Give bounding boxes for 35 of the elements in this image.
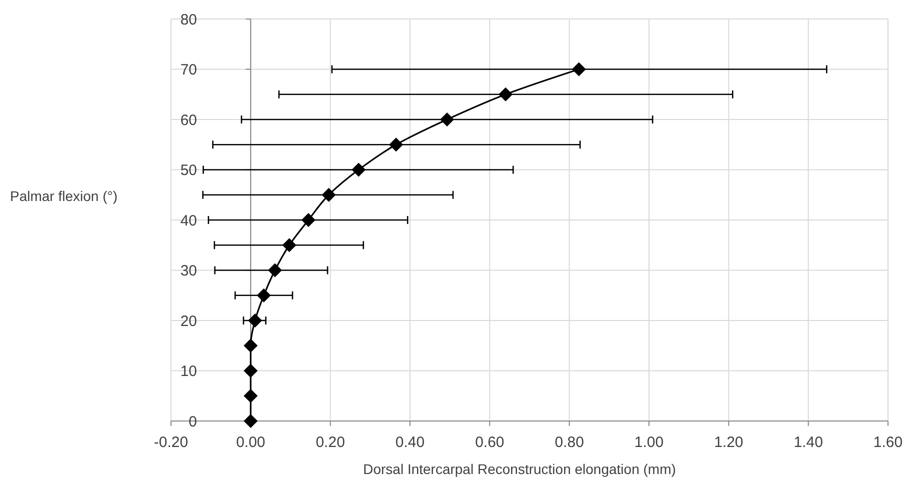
point	[322, 188, 336, 202]
point	[244, 338, 258, 353]
x-tick-label: 1.60	[873, 434, 903, 451]
point	[244, 414, 258, 428]
x-tick-label: 0.40	[395, 434, 425, 451]
point	[244, 364, 258, 378]
x-tick-label: 0.60	[475, 434, 504, 451]
point	[268, 263, 282, 278]
x-tick-label: 1.00	[634, 434, 664, 451]
point	[282, 238, 296, 252]
point	[389, 138, 404, 152]
x-tick-label: 1.40	[794, 434, 823, 451]
x-tick-label: 0.00	[236, 434, 266, 451]
y-tick-label: 40	[180, 212, 197, 230]
y-tick-label: 50	[180, 162, 197, 179]
point	[244, 388, 258, 403]
point	[248, 314, 262, 328]
x-axis-title: Dorsal Intercarpal Reconstruction elongation (mm)	[363, 461, 676, 477]
point	[256, 288, 271, 302]
y-tick-label: 80	[180, 11, 197, 28]
x-tick-label: 0.20	[316, 434, 345, 451]
x-tick-label: 1.20	[714, 434, 744, 451]
point	[440, 112, 454, 126]
y-tick-label: 70	[180, 62, 197, 78]
x-tick-label: -0.20	[154, 434, 188, 451]
y-axis-title: Palmar flexion (°)	[10, 188, 118, 204]
point	[572, 62, 586, 76]
y-tick-label: 20	[180, 312, 197, 330]
x-tick-label: 0.80	[554, 434, 584, 451]
y-tick-label: 60	[180, 112, 197, 129]
point	[498, 87, 513, 102]
y-tick-label: 30	[180, 262, 197, 280]
point	[301, 213, 316, 227]
y-tick-label: 10	[180, 363, 197, 380]
point	[352, 162, 366, 177]
